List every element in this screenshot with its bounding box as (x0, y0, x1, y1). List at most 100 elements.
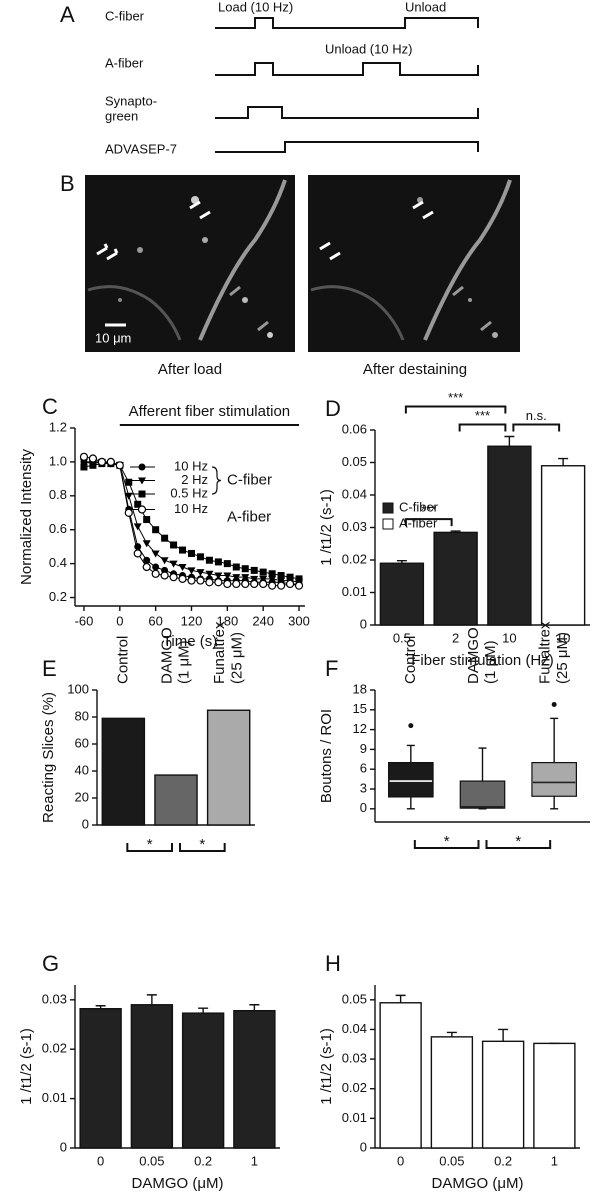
annotation: Unload (405, 0, 446, 14)
marker (259, 575, 268, 583)
bar (379, 1002, 422, 1149)
y-tick-label: 0.2 (49, 589, 67, 604)
marker (214, 558, 222, 566)
error-bar (249, 1004, 260, 1011)
marker (138, 463, 146, 471)
significance-bracket (179, 843, 226, 852)
y-axis-label: Boutons / ROI (318, 709, 335, 803)
timing-trace (215, 62, 479, 76)
significance-bracket (485, 840, 552, 849)
box (459, 780, 506, 809)
y-tick-label: 0.02 (342, 551, 367, 566)
marker (277, 577, 286, 585)
text-line: Funaltrex (211, 621, 228, 684)
bar (540, 465, 586, 626)
y-tick-label: 0.06 (342, 421, 367, 436)
micrograph (308, 175, 520, 352)
error-bar (504, 435, 515, 447)
y-tick-label: 0.04 (342, 486, 367, 501)
x-tick-label: 0 (97, 1153, 104, 1168)
marker (143, 556, 151, 564)
text-line: (1 μM) (176, 640, 193, 684)
error-bar (446, 1031, 457, 1037)
marker (214, 572, 223, 580)
legend-group-label: C-fiber (227, 471, 272, 488)
marker (286, 573, 294, 581)
x-axis-label: Time (s) (163, 633, 217, 650)
y-tick-label: 15 (353, 701, 367, 716)
panel-b: B 10 μm After load After destaining (60, 171, 520, 378)
error-bar (396, 559, 407, 564)
y-tick-label: 1.0 (49, 453, 67, 468)
legend-label: 10 Hz (174, 501, 208, 516)
box (388, 761, 434, 798)
bar (79, 1008, 122, 1149)
error-bar (95, 1005, 106, 1009)
row-label: Synapto-green (105, 94, 157, 124)
timing-trace (215, 141, 479, 153)
y-tick-label: 0.05 (342, 454, 367, 469)
marker (178, 574, 187, 583)
caption: After destaining (363, 361, 467, 378)
marker (196, 553, 204, 561)
marker (89, 461, 97, 469)
row-label: A-fiber (105, 55, 144, 70)
text-line: Synapto- (105, 94, 157, 109)
marker (259, 568, 267, 576)
marker (138, 477, 146, 485)
error-bar (450, 530, 461, 533)
y-tick-label: 0.6 (49, 521, 67, 536)
box (531, 761, 577, 797)
marker (160, 571, 169, 580)
marker (187, 567, 196, 575)
marker (232, 579, 241, 589)
scale-bar-label: 10 μm (95, 330, 131, 345)
timing-trace (215, 17, 479, 29)
marker (268, 581, 277, 590)
significance-bracket (413, 840, 480, 849)
marker (250, 566, 258, 574)
x-tick-label: 300 (288, 613, 310, 628)
y-tick-label: 0.04 (342, 1021, 367, 1036)
marker (142, 562, 151, 572)
bar (481, 1040, 525, 1149)
x-tick-label: 0 (116, 613, 123, 628)
significance-label: * (444, 833, 450, 850)
marker (169, 573, 178, 582)
x-tick-label: 0.2 (194, 1153, 212, 1168)
marker (160, 557, 169, 565)
y-tick-label: 80 (75, 708, 89, 723)
marker (97, 457, 106, 467)
significance-label: n.s. (526, 408, 547, 423)
timing-trace (215, 106, 479, 119)
error-bar (395, 994, 406, 1003)
x-tick-label: 1 (551, 1153, 558, 1168)
y-tick-label: 0.03 (42, 991, 67, 1006)
bar (181, 1012, 225, 1149)
y-tick-label: 3 (360, 780, 367, 795)
bar (487, 445, 532, 626)
y-tick-label: 0 (82, 816, 89, 831)
legend-label: 2 Hz (181, 472, 208, 487)
x-tick-label: 240 (252, 613, 274, 628)
x-tick-label: 0 (397, 1153, 404, 1168)
marker (151, 569, 160, 578)
category-label: Funaltrex(25 μM) (537, 621, 571, 684)
marker (187, 576, 196, 585)
x-tick-label: 0.2 (494, 1153, 512, 1168)
text-line: Funaltrex (537, 621, 554, 684)
x-tick-label: 60 (148, 613, 162, 628)
marker (223, 560, 231, 568)
y-tick-label: 0 (360, 800, 367, 815)
y-tick-label: 1.2 (49, 419, 67, 434)
y-tick-label: 18 (353, 681, 367, 696)
marker (80, 463, 88, 471)
x-tick-label: 0.05 (139, 1153, 164, 1168)
x-axis-label: Fiber stimulation (Hz) (411, 652, 554, 669)
y-tick-label: 100 (67, 681, 89, 696)
y-tick-label: 0.02 (342, 1080, 367, 1095)
marker (223, 579, 232, 589)
y-axis-label: 1 /t1/2 (s-1) (18, 1028, 35, 1105)
marker (134, 500, 142, 508)
marker (143, 516, 151, 524)
